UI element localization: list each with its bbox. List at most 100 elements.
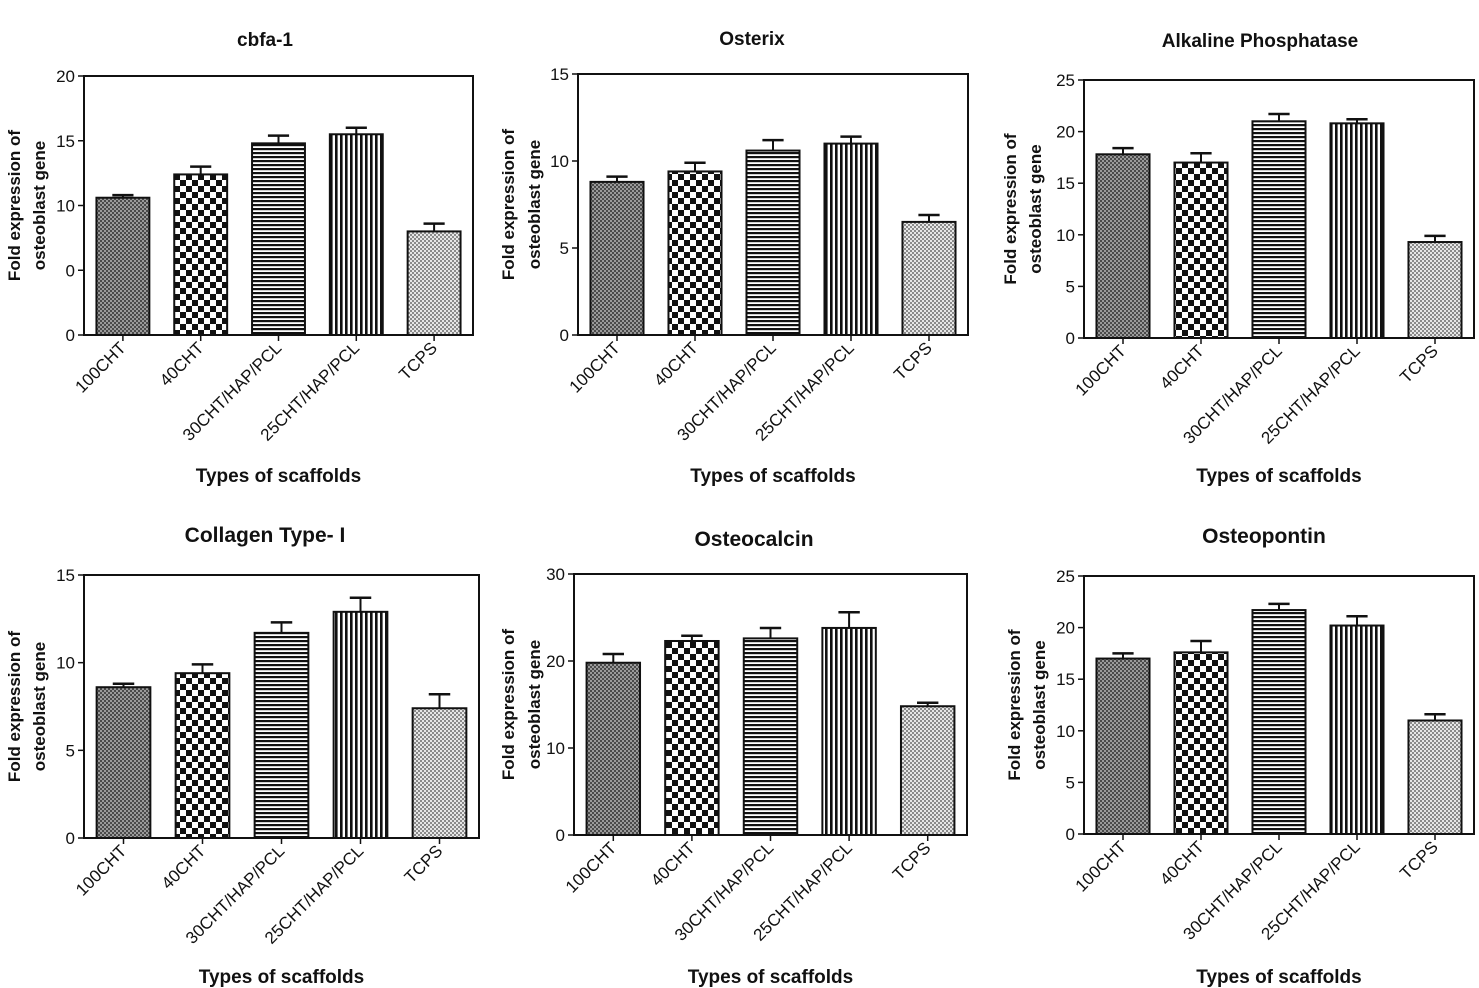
y-tick-label: 25: [1056, 567, 1075, 586]
bar: [745, 149, 801, 336]
y-axis-label-line: Fold expression of: [5, 130, 24, 281]
bar: [1329, 624, 1385, 836]
x-tick-label: 100CHT: [566, 338, 624, 396]
x-tick-label: 100CHT: [562, 838, 620, 896]
bar: [253, 631, 310, 839]
chart-osterix: Osterix 0 5 10 15 Fold expression of osteoblas…: [499, 29, 969, 487]
bar: [589, 180, 645, 336]
x-tick-label: TCPS: [401, 841, 446, 886]
y-tick-label: 10: [1056, 226, 1075, 245]
x-tick-label: 40CHT: [1156, 837, 1208, 889]
y-tick-label: 5: [560, 239, 569, 258]
chart-osteocalcin: Osteocalcin 0 10 20 30 Fold expression of oste…: [499, 528, 968, 988]
bar: [901, 220, 957, 336]
chart-title: Collagen Type- I: [185, 524, 346, 547]
bar: [1407, 241, 1463, 339]
bar: [173, 173, 229, 336]
y-tick-label: 20: [1056, 123, 1075, 142]
x-tick-label: 100CHT: [1072, 837, 1130, 895]
bar: [664, 639, 720, 836]
chart-title: cbfa-1: [237, 30, 293, 51]
x-tick-label: 40CHT: [158, 841, 210, 893]
y-tick-label: 10: [546, 739, 565, 758]
bar: [1251, 120, 1307, 339]
y-axis-label-line: osteoblast gene: [525, 640, 544, 769]
y-tick-label: 10: [56, 654, 75, 673]
chart-title: Osteopontin: [1202, 525, 1326, 548]
x-tick-label: TCPS: [395, 338, 440, 383]
bar: [406, 230, 462, 336]
x-axis-label: Types of scaffolds: [199, 967, 364, 988]
x-tick-label: 100CHT: [72, 338, 130, 396]
bar: [95, 196, 151, 336]
bar: [1251, 609, 1307, 836]
y-tick-label: 20: [1056, 619, 1075, 638]
x-tick-label: 40CHT: [650, 338, 702, 390]
bar: [251, 142, 306, 336]
bar: [667, 170, 723, 336]
chart-collagen-type-i: Collagen Type- I 0 5 10 15 Fold expression of…: [5, 524, 480, 988]
chart-title: Osterix: [719, 29, 785, 50]
bar: [823, 142, 879, 336]
y-tick-label: 0: [66, 829, 75, 848]
bar: [174, 672, 231, 839]
bar: [95, 686, 152, 839]
bar: [1329, 122, 1385, 340]
y-tick-label: 15: [550, 65, 569, 84]
x-tick-label: TCPS: [890, 338, 935, 383]
x-tick-label: 40CHT: [1156, 341, 1208, 393]
bar: [328, 133, 384, 336]
x-tick-label: TCPS: [1396, 837, 1441, 882]
y-axis-label-line: Fold expression of: [499, 629, 518, 780]
y-axis-label-line: osteoblast gene: [30, 642, 49, 771]
y-axis-label-line: osteoblast gene: [30, 141, 49, 270]
x-axis-label: Types of scaffolds: [688, 967, 853, 988]
y-tick-label: 15: [56, 566, 75, 585]
y-tick-label: 15: [1056, 174, 1075, 193]
x-tick-label: 40CHT: [647, 838, 699, 890]
x-tick-label: 100CHT: [72, 841, 130, 899]
y-axis-label-line: Fold expression of: [5, 631, 24, 782]
y-tick-label: 15: [56, 132, 75, 151]
x-axis-label: Types of scaffolds: [690, 466, 855, 487]
x-tick-label: TCPS: [889, 838, 934, 883]
chart-alkaline-phosphatase: Alkaline Phosphatase 0 5 10 15 20 25 Fold expre…: [1001, 31, 1475, 487]
y-tick-label: 30: [546, 565, 565, 584]
bar: [899, 705, 956, 836]
y-tick-label: 25: [1056, 71, 1075, 90]
bar: [585, 661, 642, 836]
y-tick-label: 5: [1066, 277, 1075, 296]
chart-title: Alkaline Phosphatase: [1162, 31, 1358, 52]
y-axis-label-line: Fold expression of: [1001, 133, 1020, 284]
y-tick-label: 5: [1066, 773, 1075, 792]
y-tick-label: 0: [66, 326, 75, 345]
bar: [1407, 719, 1463, 835]
y-tick-label: 10: [56, 197, 75, 216]
y-axis-label-line: osteoblast gene: [525, 140, 544, 269]
bar: [332, 610, 389, 839]
x-tick-label: 100CHT: [1072, 341, 1130, 399]
y-tick-label: 10: [1056, 722, 1075, 741]
bar: [1173, 651, 1229, 835]
y-axis-label-line: Fold expression of: [1005, 629, 1024, 780]
bar: [1095, 153, 1151, 339]
y-tick-label: 20: [546, 652, 565, 671]
y-axis-label-line: osteoblast gene: [1030, 640, 1049, 769]
chart-osteopontin: Osteopontin 0 5 10 15 20 25 Fold expression of o…: [1005, 525, 1475, 988]
bar: [1095, 657, 1151, 835]
y-tick-label: 5: [66, 741, 75, 760]
y-tick-label: 0: [556, 826, 565, 845]
chart-cbfa-1: cbfa-1 0 0 10 15 20 Fold expression of osteobla…: [5, 30, 474, 487]
bar: [742, 637, 799, 836]
bar: [821, 626, 877, 836]
x-axis-label: Types of scaffolds: [196, 466, 361, 487]
y-tick-label: 0: [1066, 329, 1075, 348]
x-axis-label: Types of scaffolds: [1196, 466, 1361, 487]
y-tick-label: 0: [66, 261, 75, 280]
y-axis-label-line: Fold expression of: [499, 129, 518, 280]
x-axis-label: Types of scaffolds: [1196, 967, 1361, 988]
x-tick-label: 40CHT: [156, 338, 208, 390]
y-tick-label: 10: [550, 152, 569, 171]
y-axis-label-line: osteoblast gene: [1026, 144, 1045, 273]
